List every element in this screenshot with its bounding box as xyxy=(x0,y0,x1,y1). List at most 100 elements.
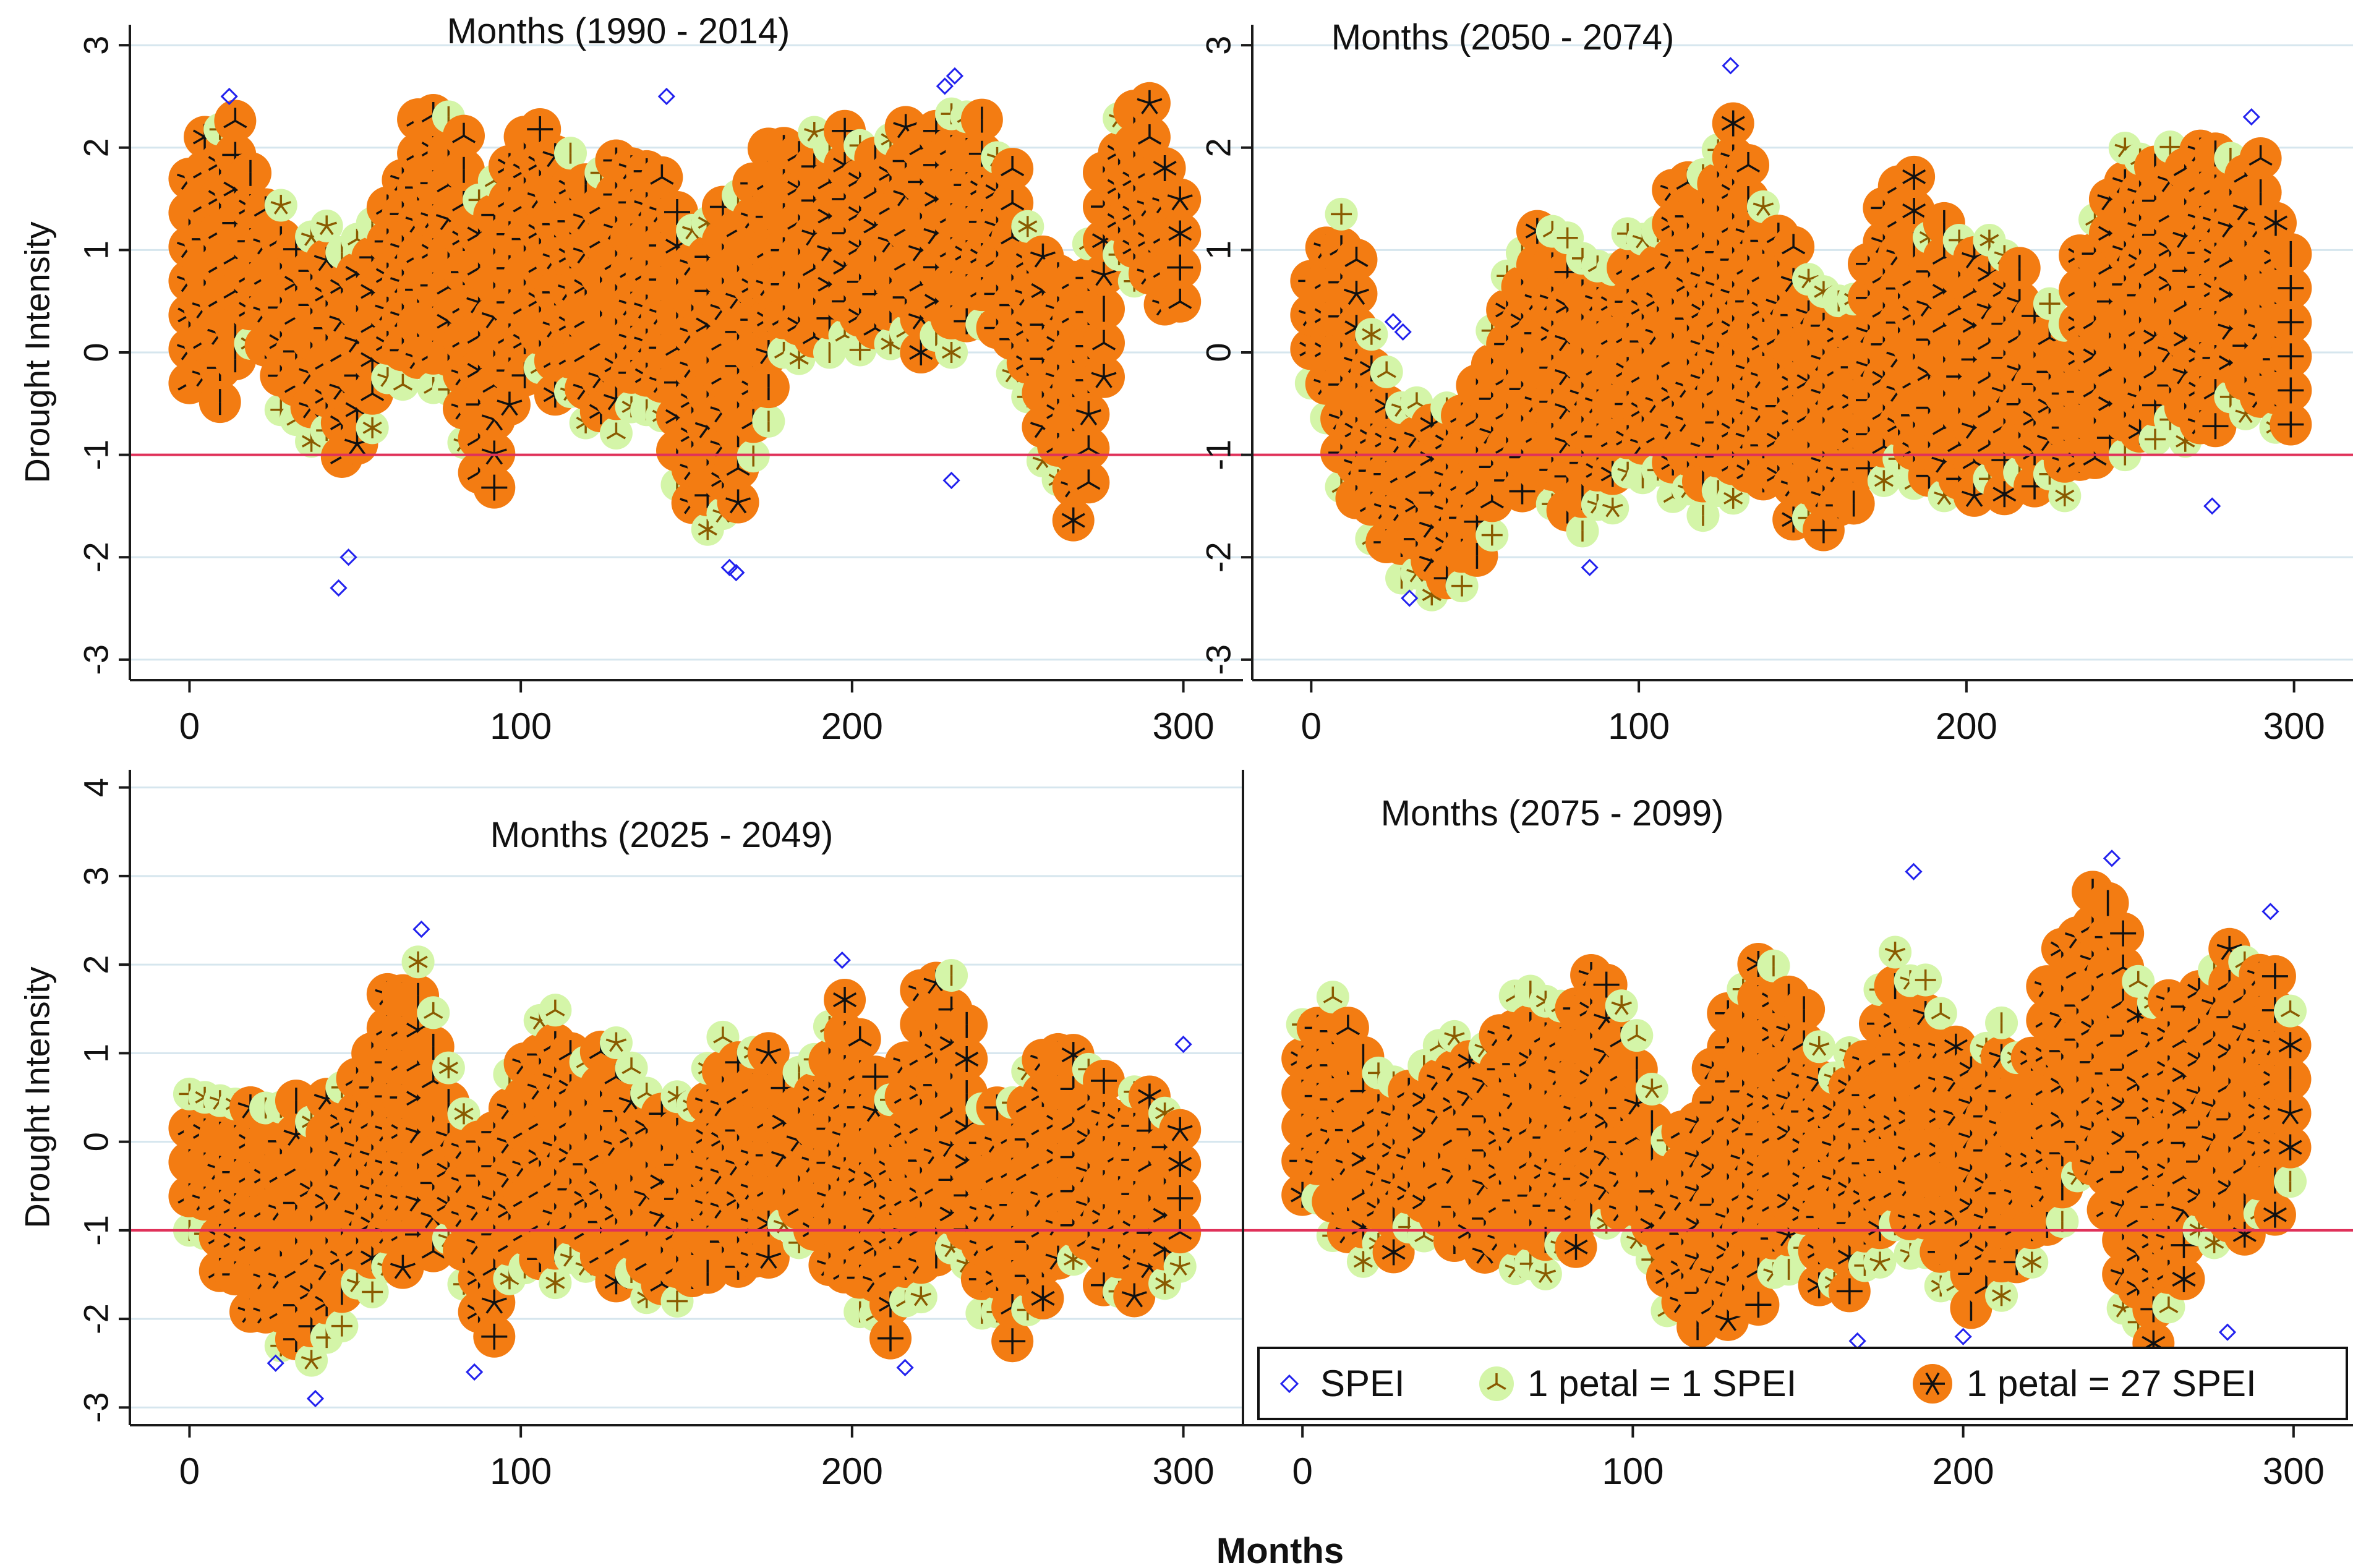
x-tick-label: 0 xyxy=(179,705,200,747)
petal-line xyxy=(848,172,861,181)
petal-line xyxy=(698,528,709,536)
petal-line xyxy=(1149,98,1163,104)
petal-line xyxy=(1420,424,1433,432)
petal-line xyxy=(1072,519,1085,528)
petal-line xyxy=(665,239,678,247)
petal-line xyxy=(361,352,374,361)
petal-line xyxy=(1179,198,1189,211)
panel-title: Months (1990 - 2014) xyxy=(447,11,790,51)
petal-line xyxy=(924,294,937,302)
petal-line xyxy=(1362,333,1372,341)
petal-line xyxy=(463,135,476,143)
petal-line xyxy=(485,316,495,329)
petal-line xyxy=(1605,507,1614,518)
petal-line xyxy=(1782,512,1795,521)
y-tick-label: 2 xyxy=(77,138,116,157)
petal-line xyxy=(1091,233,1104,242)
petal-line xyxy=(1420,458,1433,466)
petal-line xyxy=(301,435,312,443)
petal-line xyxy=(330,456,343,464)
petal-line xyxy=(711,376,724,385)
petal-line xyxy=(1808,275,1819,281)
petal-line xyxy=(1001,202,1014,211)
petal-line xyxy=(1542,230,1553,238)
petal-line xyxy=(1137,98,1150,104)
petal-line xyxy=(223,181,236,190)
petal-line xyxy=(440,218,450,231)
petal-line xyxy=(1732,492,1743,500)
petal-line xyxy=(1723,492,1734,500)
petal-line xyxy=(345,266,358,275)
petal-line xyxy=(1404,470,1417,479)
petal-line xyxy=(1080,414,1090,426)
petal-line xyxy=(509,399,523,406)
petal-line xyxy=(863,224,876,234)
petal-line xyxy=(377,373,388,379)
petal-line xyxy=(1012,202,1025,211)
petal-line xyxy=(607,398,617,411)
petal-line xyxy=(1525,230,1538,239)
petal-line xyxy=(1748,164,1761,173)
petal-line xyxy=(466,297,480,304)
petal-line xyxy=(1171,198,1181,211)
petal-line xyxy=(741,420,754,430)
petal-line xyxy=(1394,407,1403,417)
petal-line xyxy=(574,320,587,328)
petal-line xyxy=(1095,274,1105,286)
petal-line xyxy=(665,347,678,356)
petal-line xyxy=(603,394,617,401)
petal-line xyxy=(1356,258,1369,267)
petal-line xyxy=(467,437,480,446)
petal-line xyxy=(789,357,800,365)
petal-line xyxy=(372,421,382,429)
petal-line xyxy=(1409,572,1418,582)
petal-line xyxy=(467,233,480,242)
petal-line xyxy=(348,341,358,353)
petal-line xyxy=(905,122,919,129)
petal-line xyxy=(726,467,739,476)
petal-line xyxy=(330,422,343,430)
petal-line xyxy=(1027,220,1038,228)
petal-line xyxy=(1479,427,1493,434)
petal-line xyxy=(467,226,480,236)
petal-line xyxy=(696,323,709,333)
petal-line xyxy=(1077,481,1090,490)
petal-line xyxy=(818,181,831,190)
petal-line xyxy=(661,176,674,185)
petal-line xyxy=(493,419,503,431)
petal-line xyxy=(881,343,891,351)
petal-line xyxy=(801,229,815,236)
petal-line xyxy=(1620,471,1629,482)
petal-line xyxy=(1164,167,1177,176)
petal-line xyxy=(437,184,450,193)
petal-line xyxy=(1031,283,1044,292)
petal-line xyxy=(301,440,312,448)
petal-line xyxy=(1732,116,1745,125)
petal-line xyxy=(1344,320,1357,329)
petal-line xyxy=(1723,497,1734,505)
petal-line xyxy=(589,410,602,419)
petal-line xyxy=(280,201,291,207)
petal-line xyxy=(421,114,434,123)
petal-line xyxy=(881,138,891,146)
petal-line xyxy=(1103,274,1113,286)
petal-line xyxy=(1617,467,1628,474)
petal-line xyxy=(1600,473,1613,482)
petal-line xyxy=(833,260,845,268)
petal-line xyxy=(909,283,922,292)
petal-line xyxy=(806,234,816,246)
petal-line xyxy=(1422,589,1433,596)
petal-line xyxy=(589,240,602,249)
petal-line xyxy=(1558,441,1569,454)
petal-line xyxy=(1036,460,1044,471)
petal-line xyxy=(318,259,328,271)
petal-line xyxy=(1356,293,1365,305)
petal-line xyxy=(1103,270,1117,276)
petal-line xyxy=(542,151,556,158)
petal-line xyxy=(1419,521,1432,528)
petal-line xyxy=(833,266,845,275)
petal-line xyxy=(698,216,709,224)
petal-line xyxy=(1370,328,1382,336)
petal-line xyxy=(485,419,495,431)
spei-point xyxy=(727,563,745,582)
